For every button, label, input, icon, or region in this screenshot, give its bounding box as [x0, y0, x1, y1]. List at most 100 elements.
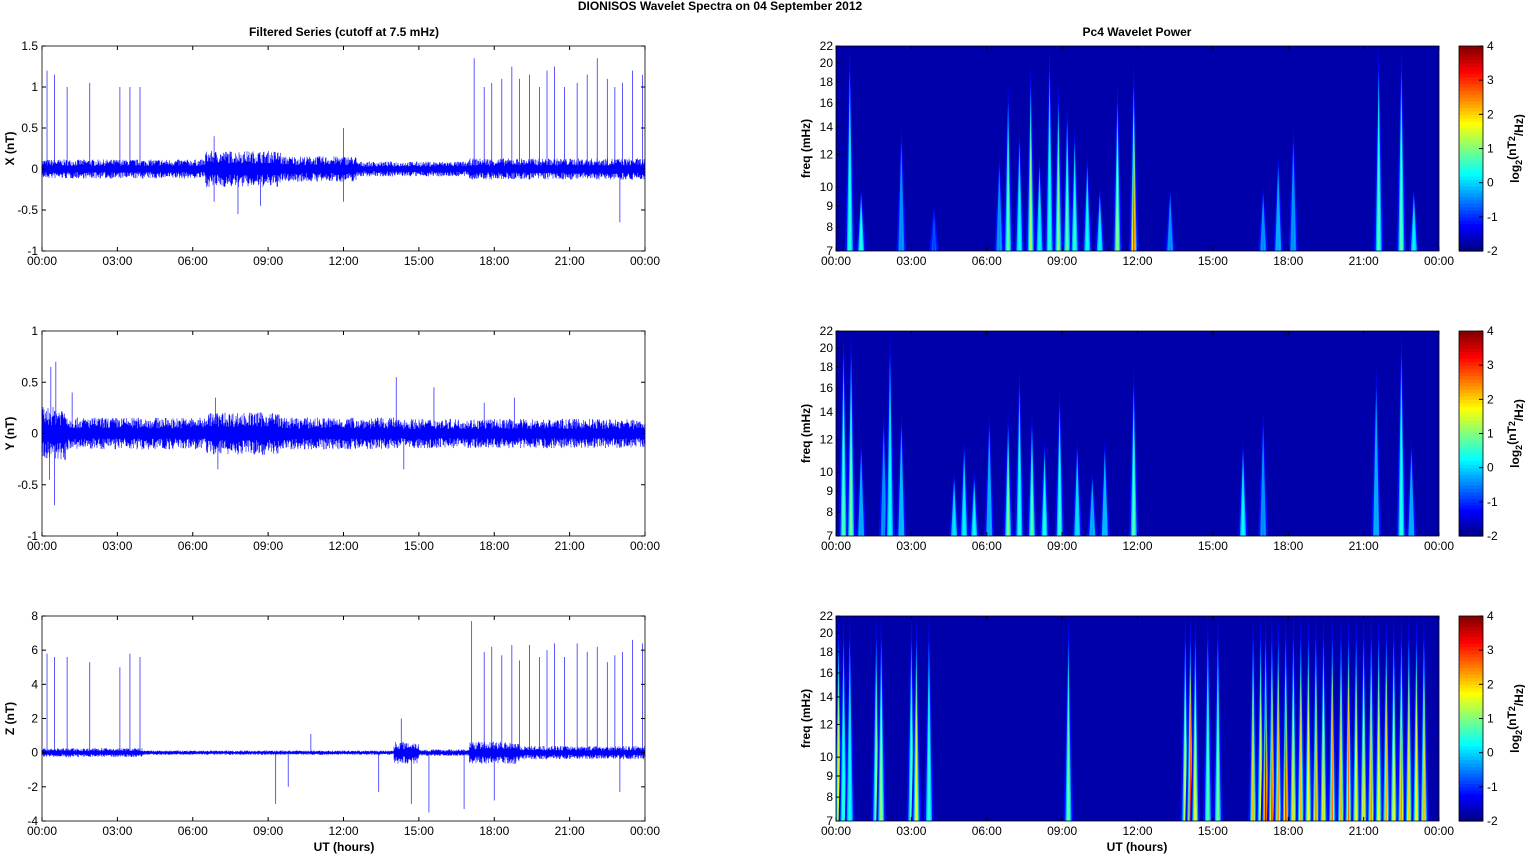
colorbar-cell — [1459, 464, 1483, 469]
y-tick-label: 12 — [820, 433, 834, 447]
y-tick-label: 12 — [820, 718, 834, 732]
y-tick-label: 16 — [820, 381, 834, 395]
y-tick-label: 22 — [820, 324, 834, 338]
y-axis-label: Z (nT) — [3, 702, 17, 735]
colorbar-cell — [1459, 141, 1483, 146]
wavelet-burst — [1423, 689, 1425, 821]
colorbar-tick-label: 4 — [1487, 324, 1494, 338]
wavelet-burst — [1407, 689, 1410, 821]
x-tick-label: 12:00 — [1122, 539, 1152, 553]
colorbar-tick-label: 0 — [1487, 461, 1494, 475]
y-tick-label: 20 — [820, 341, 834, 355]
colorbar-cell — [1459, 213, 1483, 218]
x-tick-label: 12:00 — [328, 824, 358, 838]
y-tick-label: 1 — [31, 80, 38, 94]
colorbar-cell — [1459, 752, 1483, 757]
y-tick-label: 18 — [820, 360, 834, 374]
wavelet-burst — [1103, 474, 1106, 536]
x-tick-label: 12:00 — [1122, 824, 1152, 838]
x-tick-label: 21:00 — [1349, 824, 1379, 838]
colorbar-cell — [1459, 220, 1483, 225]
y-tick-label: 1.5 — [21, 39, 38, 53]
wavelet-burst — [1073, 171, 1076, 251]
wavelet-burst — [842, 404, 845, 536]
colorbar-cell — [1459, 694, 1483, 699]
wavelet-burst — [1018, 427, 1021, 536]
colorbar-cell — [1459, 745, 1483, 750]
colorbar-tick-label: 0 — [1487, 176, 1494, 190]
colorbar-cell — [1459, 488, 1483, 493]
x-tick-label: 03:00 — [102, 254, 132, 268]
colorbar-cell — [1459, 749, 1483, 754]
colorbar-cell — [1459, 361, 1483, 366]
colorbar-tick-label: 3 — [1487, 73, 1494, 87]
wavelet-burst — [1415, 689, 1418, 821]
colorbar-cell — [1459, 334, 1483, 339]
colorbar-cell — [1459, 66, 1483, 71]
x-tick-label: 06:00 — [972, 539, 1002, 553]
figure-title: DIONISOS Wavelet Spectra on 04 September… — [578, 0, 863, 13]
colorbar-cell — [1459, 392, 1483, 397]
colorbar-cell — [1459, 430, 1483, 435]
colorbar-cell — [1459, 433, 1483, 438]
colorbar-cell — [1459, 385, 1483, 390]
colorbar-cell — [1459, 636, 1483, 641]
colorbar-cell — [1459, 718, 1483, 723]
y-tick-label: 18 — [820, 645, 834, 659]
x-tick-label: 06:00 — [178, 539, 208, 553]
colorbar-cell — [1459, 663, 1483, 668]
wavelet-burst — [963, 474, 966, 536]
heatmap — [836, 616, 1439, 821]
colorbar-cell — [1459, 766, 1483, 771]
colorbar-cell — [1459, 653, 1483, 658]
wavelet-burst — [1400, 119, 1403, 251]
colorbar-cell — [1459, 477, 1483, 482]
colorbar-cell — [1459, 783, 1483, 788]
wavelet-panel-3: log2(nT2/Hz) — [835, 615, 1525, 822]
colorbar-cell — [1459, 725, 1483, 730]
colorbar-cell — [1459, 124, 1483, 129]
y-tick-label: 14 — [820, 120, 834, 134]
y-axis-label: Y (nT) — [3, 417, 17, 451]
wavelet-burst — [1038, 189, 1041, 251]
colorbar-cell — [1459, 447, 1483, 452]
colorbar-cell — [1459, 227, 1483, 232]
colorbar-cell — [1459, 443, 1483, 448]
colorbar-cell — [1459, 341, 1483, 346]
colorbar-cell — [1459, 175, 1483, 180]
x-tick-label: 21:00 — [555, 254, 585, 268]
colorbar-cell — [1459, 413, 1483, 418]
colorbar-cell — [1459, 639, 1483, 644]
wavelet-burst — [1412, 210, 1415, 251]
colorbar-cell — [1459, 650, 1483, 655]
wavelet-burst — [1067, 689, 1070, 821]
wavelet-burst — [1048, 119, 1051, 251]
y-tick-label: 0.5 — [21, 121, 38, 135]
y-tick-label: 0 — [31, 162, 38, 176]
colorbar-cell — [1459, 721, 1483, 726]
wavelet-burst — [1271, 689, 1273, 821]
y-tick-label: -2 — [27, 780, 38, 794]
x-tick-label: 15:00 — [404, 254, 434, 268]
wavelet-burst — [1066, 156, 1069, 251]
wavelet-burst — [1331, 689, 1334, 821]
y-tick-label: 7 — [826, 814, 833, 828]
wavelet-burst — [1262, 210, 1265, 251]
x-tick-label: 18:00 — [479, 254, 509, 268]
wavelet-burst — [848, 689, 851, 821]
colorbar-cell — [1459, 769, 1483, 774]
colorbar-cell — [1459, 100, 1483, 105]
colorbar-label: log2(nT2/Hz) — [1505, 399, 1525, 468]
wavelet-burst — [889, 404, 891, 536]
colorbar-cell — [1459, 484, 1483, 489]
x-tick-label: 12:00 — [328, 539, 358, 553]
colorbar-cell — [1459, 684, 1483, 689]
y-tick-label: 9 — [826, 199, 833, 213]
colorbar-cell — [1459, 158, 1483, 163]
colorbar-cell — [1459, 728, 1483, 733]
y-tick-label: 8 — [826, 220, 833, 234]
time-series-panel-x — [41, 45, 646, 252]
y-axis-label: X (nT) — [3, 132, 17, 166]
colorbar-cell — [1459, 402, 1483, 407]
wavelet-burst — [875, 689, 878, 821]
